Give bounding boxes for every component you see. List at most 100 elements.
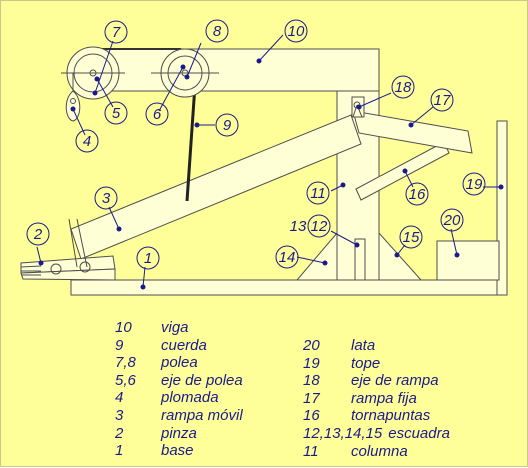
legend-key: 5,6 bbox=[115, 371, 136, 389]
dot-5 bbox=[94, 76, 100, 82]
legend-row: 3 rampa móvil bbox=[115, 407, 243, 425]
callout-6: 6 bbox=[153, 106, 162, 123]
dot-8 bbox=[184, 74, 190, 80]
part-rampa-movil bbox=[70, 114, 362, 260]
dot-2 bbox=[38, 260, 44, 266]
dot-7 bbox=[92, 90, 98, 96]
callout-14: 14 bbox=[279, 249, 296, 266]
dot-12-13 bbox=[354, 242, 360, 248]
part-pinza-lower bbox=[20, 268, 116, 281]
legend-label: tornapuntas bbox=[351, 407, 431, 425]
legend-label: polea bbox=[161, 354, 198, 372]
legend-row: 5,6 eje de polea bbox=[115, 372, 243, 390]
dot-16 bbox=[402, 168, 408, 174]
legend-label: pinza bbox=[161, 424, 197, 442]
legend-key: 12,13,14,15 bbox=[303, 424, 383, 442]
legend-key: 3 bbox=[115, 406, 124, 424]
callout-1: 1 bbox=[144, 250, 152, 267]
part-viga bbox=[90, 48, 380, 92]
dot-19 bbox=[498, 184, 504, 190]
dot-10 bbox=[256, 58, 262, 64]
legend-row: 11 columna bbox=[303, 443, 450, 461]
callout-5: 5 bbox=[112, 105, 121, 122]
callout-10: 10 bbox=[288, 23, 305, 40]
callout-11: 11 bbox=[310, 185, 326, 202]
callout-9: 9 bbox=[223, 117, 232, 134]
legend-row: 2 pinza bbox=[115, 425, 243, 443]
callout-20: 20 bbox=[443, 212, 461, 229]
dot-1 bbox=[140, 284, 146, 290]
legend-row: 1 base bbox=[115, 442, 243, 460]
dot-15 bbox=[394, 252, 400, 258]
callout-3: 3 bbox=[102, 190, 111, 207]
part-tope bbox=[496, 120, 508, 296]
callout-2: 2 bbox=[33, 226, 43, 243]
part-plomada bbox=[65, 90, 81, 122]
dot-11 bbox=[340, 182, 346, 188]
part-lata bbox=[436, 240, 500, 281]
callout-15: 15 bbox=[403, 229, 420, 246]
legend-key: 1 bbox=[115, 442, 124, 460]
legend-label: escuadra bbox=[388, 424, 450, 442]
callout-8: 8 bbox=[213, 23, 222, 40]
legend-key: 4 bbox=[115, 389, 124, 407]
dot-18 bbox=[356, 104, 362, 110]
callout-13: 13 bbox=[290, 218, 307, 235]
legend-right: 20 lata 19 tope 18 eje de rampa 17 rampa fij… bbox=[303, 337, 450, 460]
legend-row: 20 lata bbox=[303, 337, 450, 355]
part-base bbox=[70, 279, 502, 296]
part-cuerda bbox=[185, 84, 197, 202]
dot-14 bbox=[322, 260, 328, 266]
legend-label: eje de polea bbox=[161, 371, 243, 389]
callout-circles bbox=[26, 19, 486, 270]
legend-key: 18 bbox=[303, 372, 320, 390]
legend-label: lata bbox=[351, 337, 376, 354]
dot-20 bbox=[454, 252, 460, 258]
legend-label: eje de rampa bbox=[351, 372, 439, 390]
pinza-details bbox=[20, 218, 91, 276]
legend-row: 16 tornapuntas bbox=[303, 407, 450, 425]
legend-row: 4 plomada bbox=[115, 389, 243, 407]
legend-label: base bbox=[161, 442, 194, 460]
dot-4 bbox=[70, 106, 76, 112]
callout-16: 16 bbox=[409, 186, 426, 203]
legend-key: 11 bbox=[303, 442, 319, 460]
legend-row: 12,13,14,15 escuadra bbox=[303, 425, 450, 443]
dot-17 bbox=[408, 122, 414, 128]
dot-3 bbox=[116, 226, 122, 232]
legend-key: 20 bbox=[303, 337, 320, 354]
legend-key: 17 bbox=[303, 389, 320, 407]
callout-19: 19 bbox=[466, 176, 483, 193]
callout-7: 7 bbox=[112, 24, 121, 41]
legend-row: 17 rampa fija bbox=[303, 390, 450, 408]
part-rampa-fija bbox=[352, 110, 473, 154]
legend-row: 18 eje de rampa bbox=[303, 372, 450, 390]
dot-6 bbox=[180, 64, 186, 70]
callout-12: 12 bbox=[311, 218, 328, 235]
part-escuadra-right bbox=[378, 231, 423, 281]
legend-row: 10 viga bbox=[115, 319, 243, 337]
leader-lines bbox=[36, 34, 501, 288]
legend-label: columna bbox=[351, 442, 408, 460]
legend-label: viga bbox=[161, 319, 189, 336]
legend-key: 9 bbox=[115, 336, 124, 354]
legend-label: plomada bbox=[161, 389, 219, 407]
legend-key: 2 bbox=[115, 424, 124, 442]
part-escuadra-plate bbox=[354, 238, 366, 281]
callout-4: 4 bbox=[83, 133, 91, 150]
legend-key: 19 bbox=[303, 354, 320, 372]
legend-label: tope bbox=[351, 354, 381, 372]
legend-label: cuerda bbox=[161, 336, 207, 354]
part-escuadra-left bbox=[295, 231, 338, 281]
legend-key: 7,8 bbox=[115, 354, 136, 372]
callout-17: 17 bbox=[434, 92, 451, 109]
legend-row: 7,8 polea bbox=[115, 354, 243, 372]
legend-row: 19 tope bbox=[303, 355, 450, 373]
legend-label: rampa fija bbox=[351, 389, 417, 407]
callout-dots bbox=[38, 58, 504, 290]
legend-key: 10 bbox=[115, 319, 132, 336]
callout-18: 18 bbox=[395, 79, 412, 96]
legend-left: 10 viga 9 cuerda 7,8 polea 5,6 eje de polea … bbox=[115, 319, 243, 460]
